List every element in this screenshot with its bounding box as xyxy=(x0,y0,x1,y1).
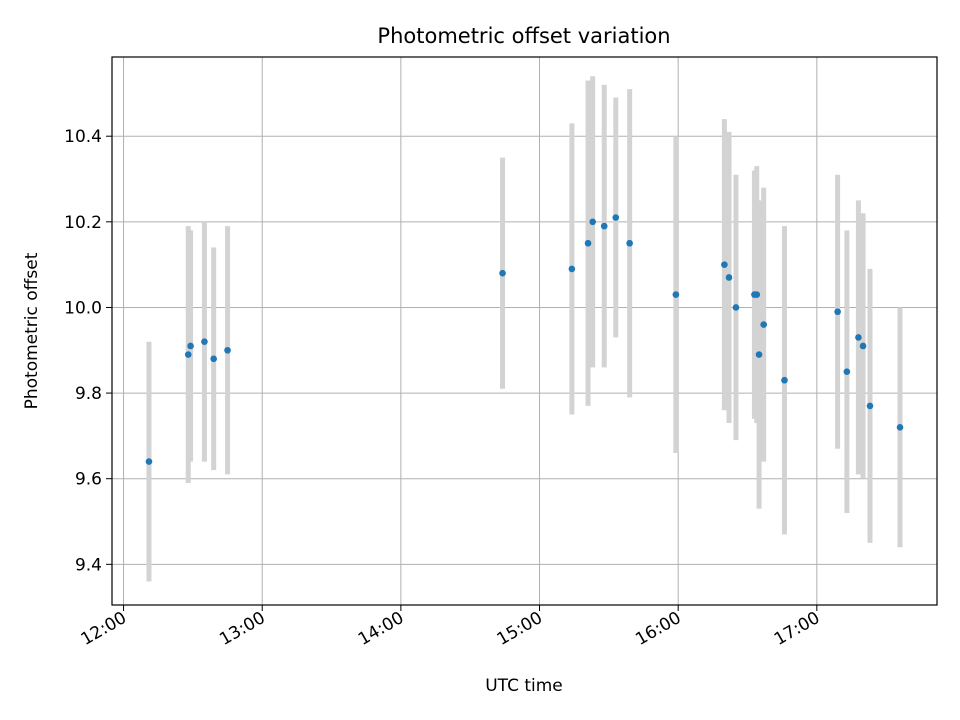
y-axis-ticks: 9.4 9.6 9.8 10.0 10.2 10.4 xyxy=(64,127,112,575)
data-point xyxy=(725,274,733,281)
data-points xyxy=(145,214,904,465)
data-point xyxy=(145,458,153,465)
y-axis-label: Photometric offset xyxy=(22,252,42,409)
data-point xyxy=(732,304,740,311)
y-tick-label: 10.4 xyxy=(64,127,102,147)
data-point xyxy=(210,355,217,363)
x-tick-label: 13:00 xyxy=(216,608,268,650)
data-point xyxy=(760,321,767,328)
x-axis-ticks: 12:00 13:00 14:00 15:00 16:00 17:00 xyxy=(78,605,823,650)
data-point xyxy=(589,218,596,226)
error-bars xyxy=(146,76,903,582)
data-point xyxy=(224,346,231,354)
chart-title: Photometric offset variation xyxy=(377,24,670,48)
y-tick-label: 9.6 xyxy=(75,470,102,490)
data-point xyxy=(753,291,761,298)
x-tick-label: 12:00 xyxy=(78,608,130,650)
x-tick-label: 14:00 xyxy=(355,608,407,650)
data-point xyxy=(855,334,862,341)
data-point xyxy=(568,265,576,273)
x-tick-label: 16:00 xyxy=(632,608,684,650)
y-tick-label: 10.2 xyxy=(64,213,102,233)
data-point xyxy=(612,214,620,221)
data-point xyxy=(866,402,874,410)
data-point xyxy=(834,308,841,316)
data-point xyxy=(187,342,194,350)
data-point xyxy=(859,342,867,350)
gridlines xyxy=(112,57,937,605)
data-point xyxy=(600,222,608,230)
data-point xyxy=(499,269,506,277)
y-tick-label: 9.8 xyxy=(75,384,102,404)
x-tick-label: 17:00 xyxy=(771,608,823,650)
x-tick-label: 15:00 xyxy=(494,608,546,650)
data-point xyxy=(781,376,788,384)
y-tick-label: 10.0 xyxy=(64,298,102,318)
data-point xyxy=(721,261,728,268)
data-point xyxy=(184,351,192,358)
plot-frame xyxy=(111,56,938,606)
data-point xyxy=(755,351,763,358)
x-axis-label: UTC time xyxy=(485,676,563,696)
data-point xyxy=(896,424,904,431)
data-point xyxy=(672,291,680,298)
y-tick-label: 9.4 xyxy=(75,555,102,575)
data-point xyxy=(584,239,592,247)
data-point xyxy=(201,338,208,346)
data-point xyxy=(626,239,633,247)
data-point xyxy=(843,368,851,375)
